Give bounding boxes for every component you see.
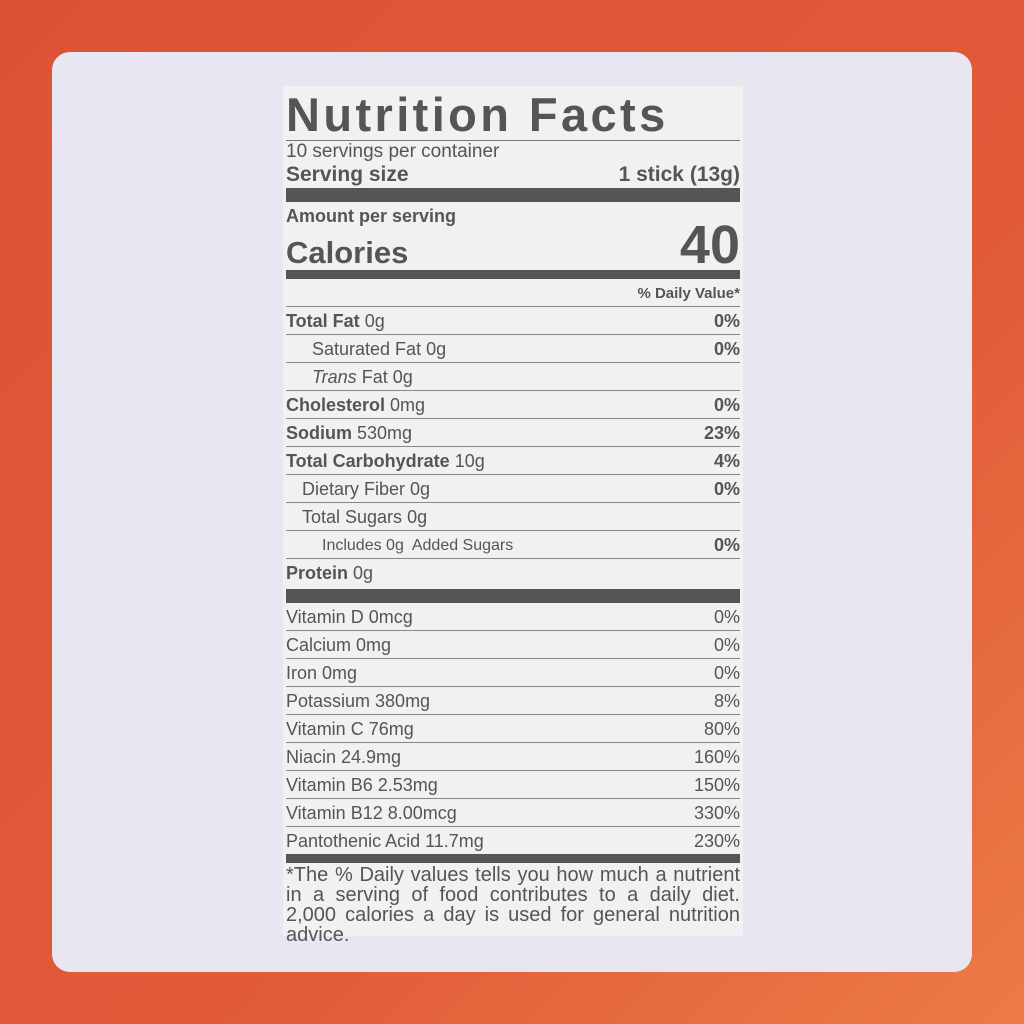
nutrient-label: Fat — [361, 367, 388, 387]
vitamin-name: Iron 0mg — [286, 663, 358, 683]
vitamin-row: Iron 0mg 0% — [286, 658, 740, 686]
nutrient-row: Dietary Fiber 0g 0% — [286, 474, 740, 502]
vitamin-name: Vitamin B12 8.00mcg — [286, 803, 457, 823]
nutrient-label: Dietary Fiber — [302, 479, 406, 499]
vitamin-daily-value: 0% — [713, 663, 740, 683]
vitamin-row: Vitamin B6 2.53mg 150% — [286, 770, 740, 798]
nutrient-row: Includes 0g Added Sugars 0% — [286, 530, 740, 558]
vitamin-row: Vitamin C 76mg 80% — [286, 714, 740, 742]
vitamin-daily-value: 0% — [713, 607, 740, 627]
nutrient-amount: 10g — [454, 451, 485, 471]
vitamin-name: Pantothenic Acid 11.7mg — [286, 831, 484, 851]
vitamin-daily-value: 330% — [693, 803, 740, 823]
nutrient-label: Includes 0g Added Sugars — [322, 537, 514, 554]
vitamin-row: Niacin 24.9mg 160% — [286, 742, 740, 770]
calories-row: Calories 40 — [286, 218, 740, 272]
nutrient-label: Total Carbohydrate — [286, 451, 450, 471]
vitamin-name: Niacin 24.9mg — [286, 747, 402, 767]
nutrient-row: Total Sugars 0g — [286, 502, 740, 530]
amount-per-serving: Amount per serving — [286, 206, 457, 226]
medium-divider — [286, 270, 740, 279]
thick-divider — [286, 188, 740, 202]
calories-value: 40 — [679, 215, 740, 275]
nutrient-name: Total Sugars 0g — [286, 503, 427, 530]
nutrient-daily-value: 0% — [713, 479, 740, 499]
nutrient-daily-value: 0% — [713, 311, 740, 331]
vitamin-daily-value: 230% — [693, 831, 740, 851]
vitamin-row: Vitamin B12 8.00mcg 330% — [286, 798, 740, 826]
nutrient-row: Sodium 530mg 23% — [286, 418, 740, 446]
vitamin-list: Vitamin D 0mcg 0% Calcium 0mg 0% Iron 0mg 0% P… — [286, 603, 740, 854]
nutrient-list: Total Fat 0g 0% Saturated Fat 0g 0% Trans Fa… — [286, 306, 740, 586]
nutrient-amount: 0g — [392, 367, 413, 387]
nutrient-row: Trans Fat 0g — [286, 362, 740, 390]
nutrient-amount: 530mg — [357, 423, 413, 443]
nutrient-amount: 0g — [426, 339, 447, 359]
nutrient-label: Protein — [286, 563, 349, 583]
nutrient-name: Dietary Fiber 0g — [286, 475, 430, 502]
nutrient-name: Saturated Fat 0g — [286, 335, 446, 362]
nutrient-label: Saturated Fat — [312, 339, 422, 359]
vitamin-name: Vitamin B6 2.53mg — [286, 775, 438, 795]
nutrient-name: Total Fat 0g — [286, 307, 385, 334]
vitamin-daily-value: 150% — [693, 775, 740, 795]
nutrient-name: Trans Fat 0g — [286, 363, 413, 390]
nutrient-name-italic: Trans — [312, 367, 357, 387]
nutrient-daily-value: 4% — [713, 451, 740, 471]
serving-size-label: Serving size — [286, 163, 409, 186]
nutrition-facts-label: Nutrition Facts 10 servings per containe… — [283, 86, 743, 945]
nutrient-amount: 0g — [364, 311, 385, 331]
medium-divider — [286, 854, 740, 863]
nutrient-label: Total Fat — [286, 311, 360, 331]
daily-value-header: % Daily Value* — [637, 285, 740, 302]
serving-size-value: 1 stick (13g) — [618, 163, 740, 186]
vitamin-name: Calcium 0mg — [286, 635, 392, 655]
nutrient-name: Sodium 530mg — [286, 419, 412, 446]
label-title: Nutrition Facts — [286, 88, 669, 141]
nutrient-row: Total Fat 0g 0% — [286, 306, 740, 334]
nutrient-daily-value: 23% — [703, 423, 740, 443]
nutrient-row: Cholesterol 0mg 0% — [286, 390, 740, 418]
serving-size-row: Serving size 1 stick (13g) — [286, 162, 740, 188]
nutrient-row: Saturated Fat 0g 0% — [286, 334, 740, 362]
thick-divider — [286, 589, 740, 603]
nutrient-amount: 0g — [410, 479, 431, 499]
nutrient-amount: 0g — [353, 563, 374, 583]
servings-per-container: 10 servings per container — [286, 141, 500, 162]
nutrient-name: Total Carbohydrate 10g — [286, 447, 485, 474]
vitamin-daily-value: 160% — [693, 747, 740, 767]
vitamin-name: Potassium 380mg — [286, 691, 431, 711]
nutrient-row: Protein 0g — [286, 558, 740, 586]
footnote: *The % Daily values tells you how much a… — [286, 864, 740, 946]
vitamin-daily-value: 8% — [713, 691, 740, 711]
nutrient-name: Cholesterol 0mg — [286, 391, 425, 418]
divider — [286, 140, 740, 141]
nutrient-daily-value: 0% — [713, 339, 740, 359]
nutrient-daily-value: 0% — [713, 535, 740, 555]
calories-label: Calories — [286, 235, 409, 270]
vitamin-row: Vitamin D 0mcg 0% — [286, 603, 740, 630]
vitamin-row: Pantothenic Acid 11.7mg 230% — [286, 826, 740, 854]
vitamin-name: Vitamin C 76mg — [286, 719, 414, 739]
nutrient-label: Sodium — [286, 423, 352, 443]
vitamin-daily-value: 80% — [703, 719, 740, 739]
nutrient-label: Cholesterol — [286, 395, 386, 415]
nutrient-name: Includes 0g Added Sugars — [286, 531, 513, 558]
nutrient-amount: 0mg — [390, 395, 426, 415]
nutrient-daily-value: 0% — [713, 395, 740, 415]
vitamin-daily-value: 0% — [713, 635, 740, 655]
vitamin-row: Potassium 380mg 8% — [286, 686, 740, 714]
nutrient-amount: 0g — [407, 507, 428, 527]
vitamin-row: Calcium 0mg 0% — [286, 630, 740, 658]
nutrient-row: Total Carbohydrate 10g 4% — [286, 446, 740, 474]
nutrient-name: Protein 0g — [286, 559, 373, 586]
vitamin-name: Vitamin D 0mcg — [286, 607, 413, 627]
nutrient-label: Total Sugars — [302, 507, 403, 527]
